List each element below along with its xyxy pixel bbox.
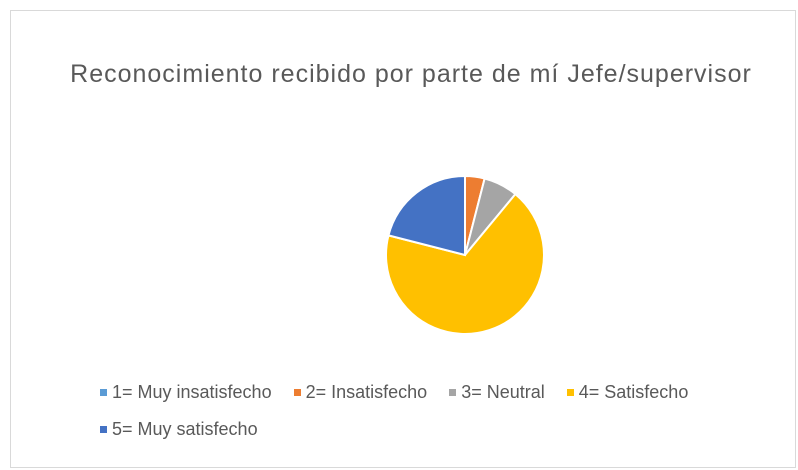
legend-item: 3= Neutral — [449, 382, 545, 403]
legend-label: 3= Neutral — [461, 382, 545, 402]
legend-label: 1= Muy insatisfecho — [112, 382, 272, 402]
legend-swatch — [293, 389, 301, 396]
legend-item: 1= Muy insatisfecho — [100, 382, 272, 403]
legend-swatch — [566, 389, 574, 396]
pie-slice — [385, 192, 545, 335]
legend-item: 2= Insatisfecho — [293, 382, 428, 403]
chart: Reconocimiento recibido por parte de mí … — [10, 10, 796, 468]
legend-label: 2= Insatisfecho — [305, 382, 428, 402]
legend-swatch — [449, 389, 457, 396]
legend-item: 4= Satisfecho — [566, 382, 689, 403]
legend-swatch — [100, 389, 107, 396]
legend-label: 5= Muy satisfecho — [112, 419, 258, 439]
pie-slice — [387, 174, 466, 257]
legend: 1= Muy insatisfecho 2= Insatisfecho 3= Neu… — [100, 382, 780, 440]
chart-title: Reconocimiento recibido por parte de mí … — [70, 60, 752, 88]
legend-swatch — [100, 426, 107, 433]
legend-item: 5= Muy satisfecho — [100, 419, 258, 440]
legend-label: 4= Satisfecho — [578, 382, 689, 402]
